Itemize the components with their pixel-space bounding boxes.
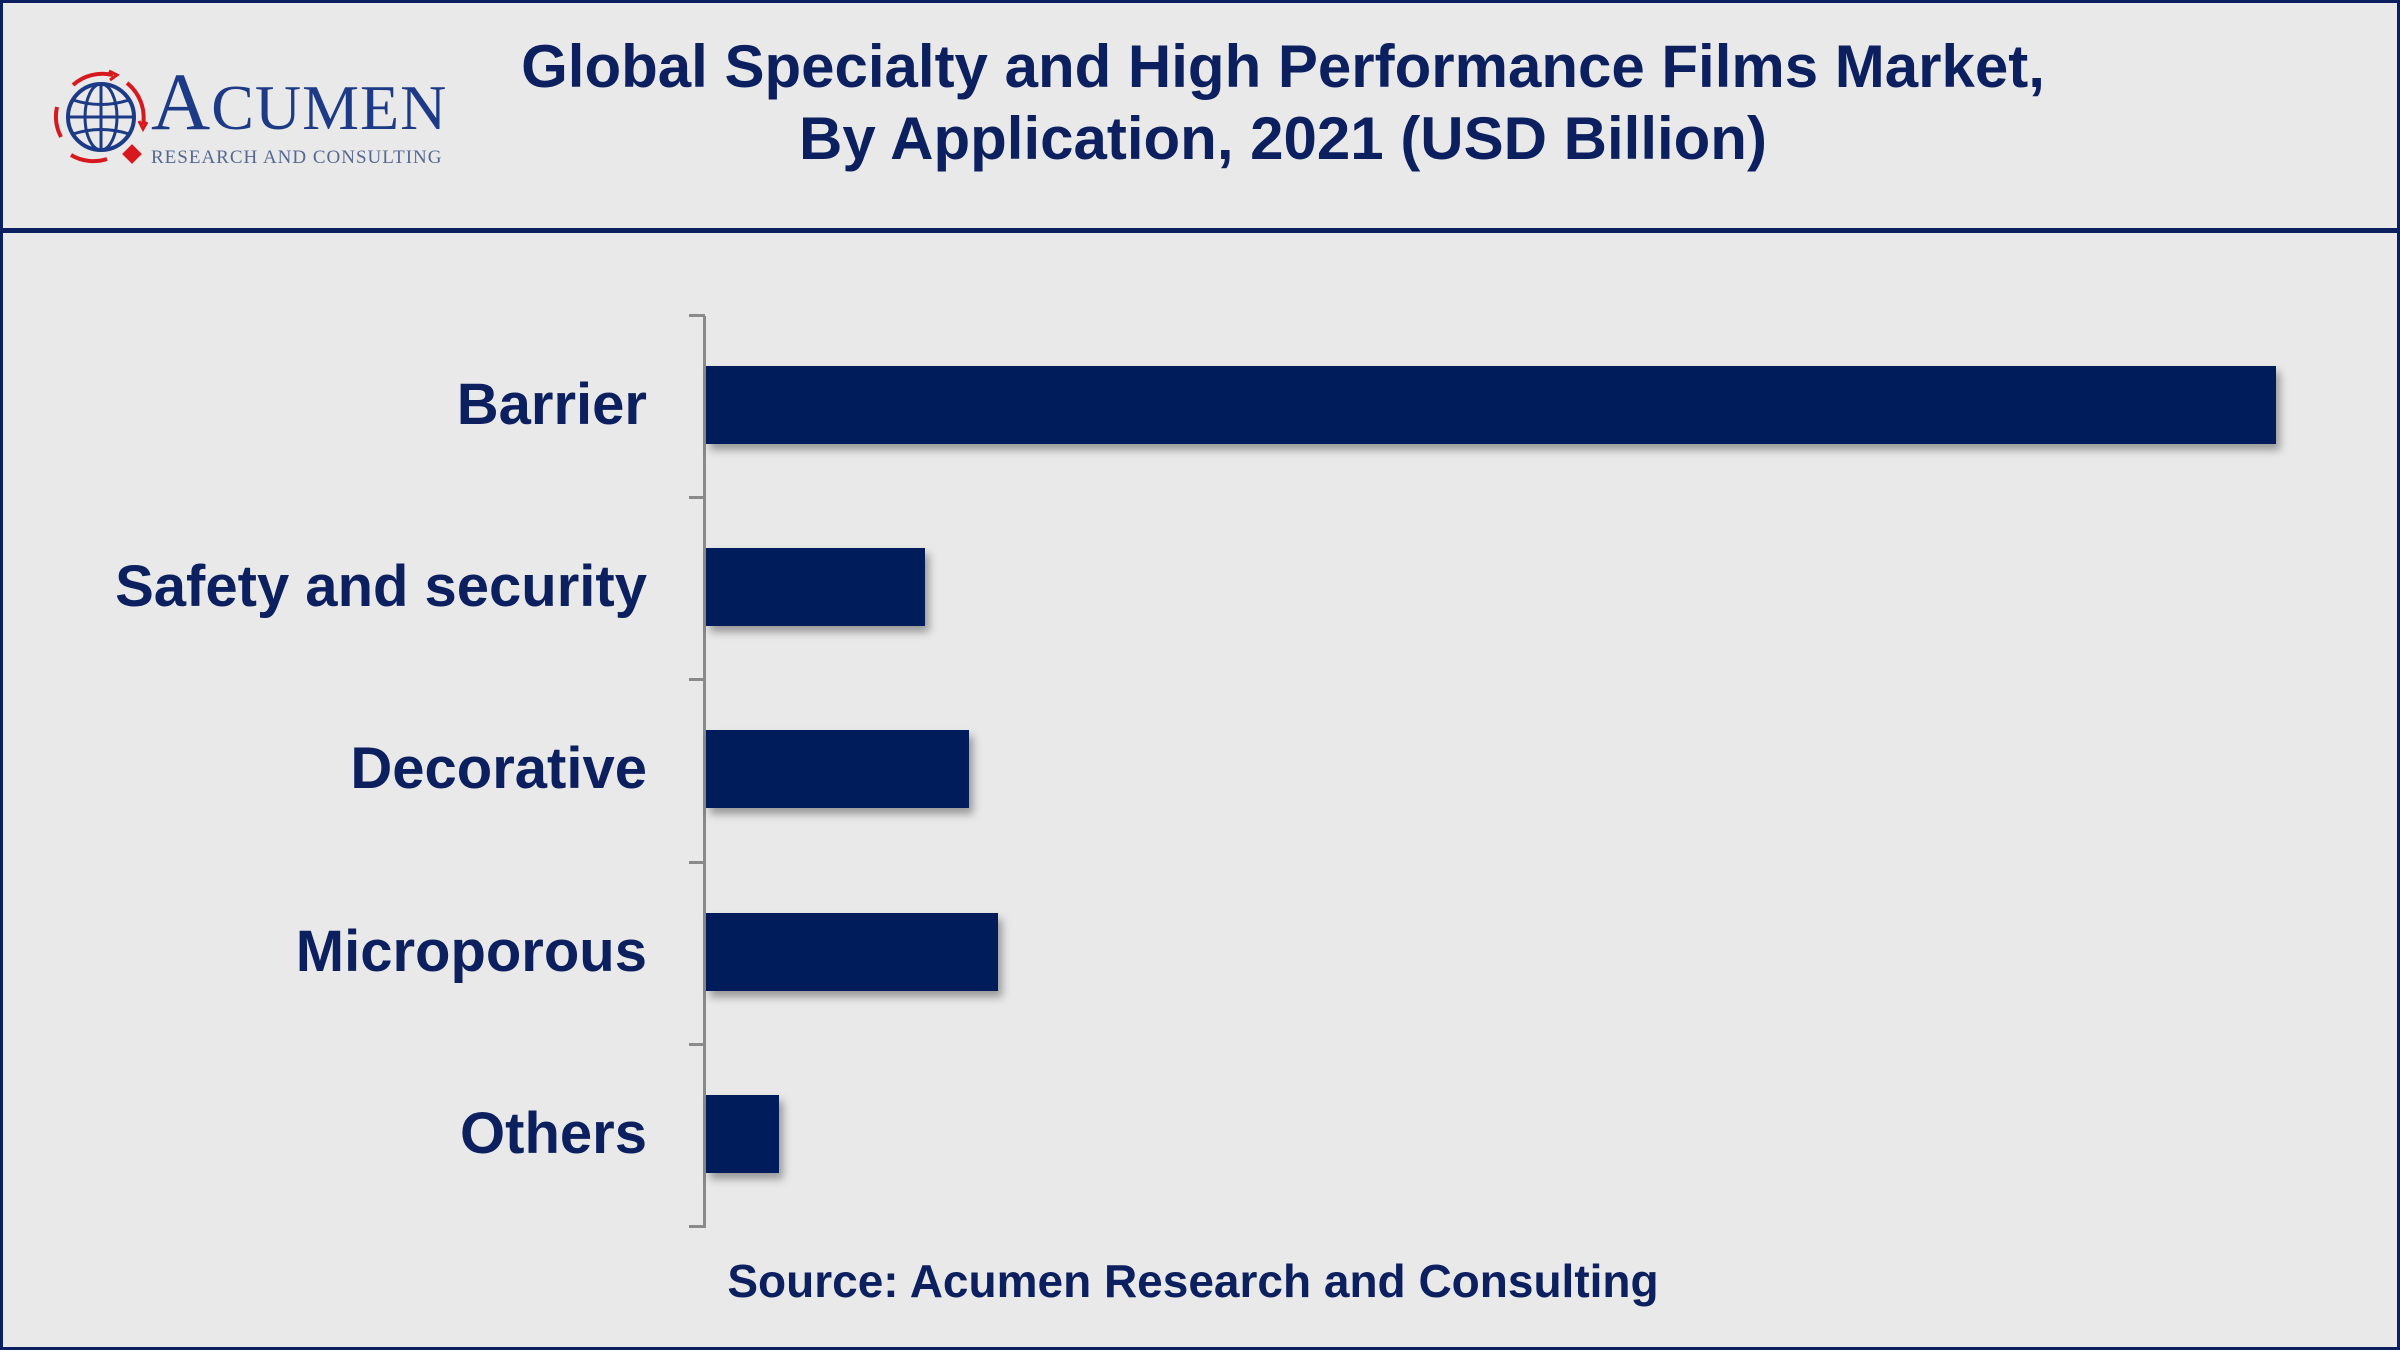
category-label: Decorative bbox=[350, 736, 647, 801]
acumen-logo: ACUMEN RESEARCH AND CONSULTING bbox=[53, 61, 453, 177]
chart-title-line1: Global Specialty and High Performance Fi… bbox=[521, 33, 2045, 100]
category-label: Safety and security bbox=[115, 554, 647, 619]
category-label: Barrier bbox=[456, 372, 647, 437]
axis-tick bbox=[689, 1043, 705, 1046]
logo-wordmark: ACUMEN bbox=[151, 56, 448, 147]
axis-tick bbox=[689, 1225, 705, 1228]
y-axis bbox=[703, 316, 706, 1228]
bar-others bbox=[706, 1095, 779, 1173]
chart-title-line2: By Application, 2021 (USD Billion) bbox=[799, 105, 1767, 172]
axis-tick bbox=[689, 861, 705, 864]
bar-microporous bbox=[706, 913, 998, 991]
header-divider bbox=[3, 228, 2397, 233]
bar-decorative bbox=[706, 730, 969, 808]
source-note: Source: Acumen Research and Consulting bbox=[727, 1255, 1659, 1307]
category-label: Others bbox=[460, 1101, 647, 1166]
bar-barrier bbox=[706, 366, 2276, 444]
bar-safety-and-security bbox=[706, 548, 925, 626]
chart-title: Global Specialty and High Performance Fi… bbox=[343, 31, 2223, 175]
logo-tagline: RESEARCH AND CONSULTING bbox=[151, 147, 443, 168]
axis-tick bbox=[689, 678, 705, 681]
globe-icon bbox=[53, 69, 149, 164]
axis-tick bbox=[689, 314, 705, 317]
category-label: Microporous bbox=[295, 919, 647, 984]
axis-tick bbox=[689, 496, 705, 499]
